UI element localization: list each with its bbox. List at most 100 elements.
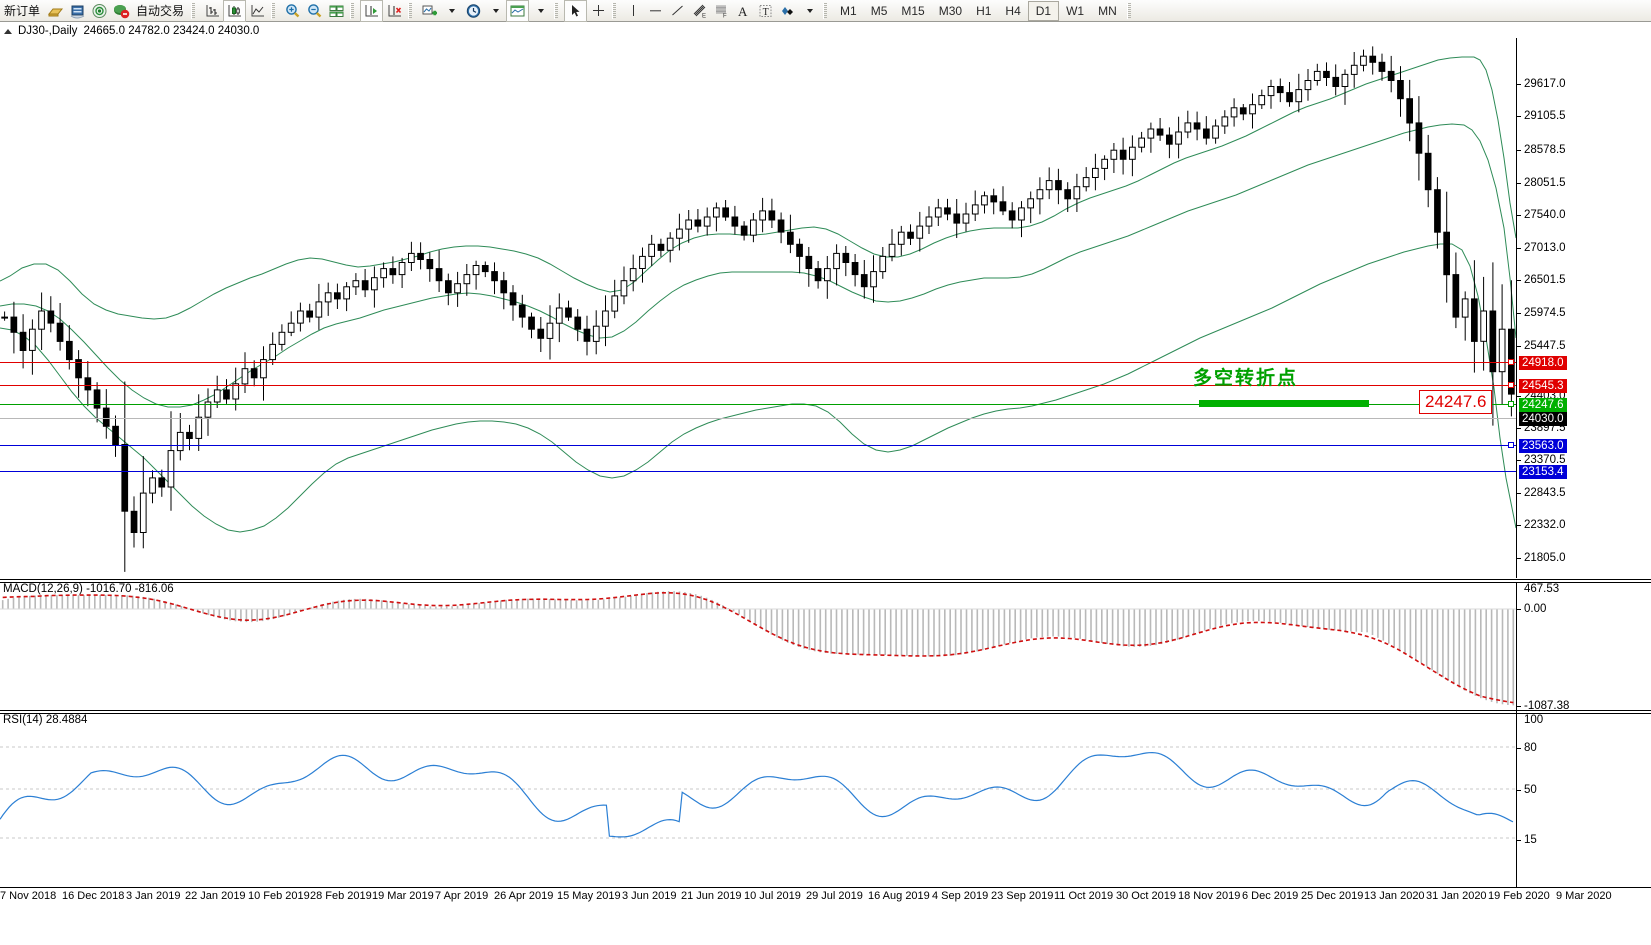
period-clock-icon[interactable] <box>462 0 484 22</box>
resistance-line-24918-handle[interactable] <box>1508 359 1514 365</box>
price-tick: 26501.5 <box>1517 274 1566 286</box>
horizontal-line-icon[interactable] <box>644 0 666 22</box>
timeframe-h1[interactable]: H1 <box>976 3 992 18</box>
vertical-line-icon[interactable] <box>622 0 644 22</box>
toolbar-separator <box>823 2 830 20</box>
support-line-23563-handle[interactable] <box>1508 442 1514 448</box>
timeframe-m5[interactable]: M5 <box>870 3 888 18</box>
price-tag-24918[interactable]: 24918.0 <box>1519 356 1567 370</box>
autotrading-icon[interactable] <box>110 0 132 22</box>
time-axis-label: 16 Aug 2019 <box>868 890 930 902</box>
turning-point-annotation[interactable]: 多空转折点 <box>1193 367 1299 389</box>
autotrading-label: 自动交易 <box>136 4 185 18</box>
price-tick: 28051.5 <box>1517 177 1566 189</box>
chevron-down-icon[interactable] <box>484 0 506 22</box>
time-axis-label: 13 Jan 2020 <box>1364 890 1425 902</box>
price-tag-23153[interactable]: 23153.4 <box>1519 465 1567 479</box>
pane-separator-2 <box>0 710 1651 711</box>
chart-area[interactable]: 多空转折点 24247.6 29617.0 29105.5 28578.5 28… <box>0 38 1651 945</box>
rsi-tick: 80 <box>1517 742 1537 754</box>
toolbar-separator <box>191 2 198 20</box>
crosshair-icon[interactable] <box>587 0 609 22</box>
text-label-icon[interactable]: A <box>732 0 754 22</box>
price-tag-24545[interactable]: 24545.3 <box>1519 379 1567 393</box>
equidistant-channel-icon[interactable]: E <box>688 0 710 22</box>
macd-tick: 0.00 <box>1517 603 1546 615</box>
timeframe-h4[interactable]: H4 <box>1005 3 1021 18</box>
support-line-23153[interactable] <box>0 471 1516 472</box>
price-tick: 22843.5 <box>1517 487 1566 499</box>
timeframe-m15[interactable]: M15 <box>901 3 925 18</box>
time-axis-label: 28 Feb 2019 <box>310 890 372 902</box>
timeframe-d1[interactable]: D1 <box>1027 0 1060 21</box>
timeframe-mn[interactable]: MN <box>1098 3 1117 18</box>
toolbar-separator <box>612 2 619 20</box>
new-order-label: 新订单 <box>4 4 41 18</box>
cursor-icon[interactable] <box>564 0 588 22</box>
chevron-down-icon[interactable] <box>440 0 462 22</box>
time-axis-label: 22 Jan 2019 <box>185 890 246 902</box>
chevron-down-icon[interactable] <box>798 0 820 22</box>
time-axis-label: 21 Jun 2019 <box>681 890 742 902</box>
chevron-down-icon[interactable] <box>529 0 551 22</box>
trendline-icon[interactable] <box>666 0 688 22</box>
pane-separator-1b <box>0 582 1651 583</box>
shapes-icon[interactable] <box>776 0 798 22</box>
fibonacci-icon[interactable]: F <box>710 0 732 22</box>
gold-bar-icon[interactable] <box>44 0 66 22</box>
toolbar-separator <box>408 2 415 20</box>
line-chart-icon[interactable] <box>246 0 268 22</box>
resistance-line-24545-handle[interactable] <box>1508 382 1514 388</box>
support-line-24247[interactable] <box>0 404 1516 405</box>
macd-tick: 467.53 <box>1524 583 1560 595</box>
price-tag-current-24030[interactable]: 24030.0 <box>1519 412 1567 426</box>
support-line-24247-handle[interactable] <box>1508 401 1514 407</box>
timeframe-w1[interactable]: W1 <box>1066 3 1085 18</box>
time-axis-label: 23 Sep 2019 <box>991 890 1054 902</box>
zoom-out-icon[interactable] <box>303 0 325 22</box>
time-axis-label: 10 Feb 2019 <box>248 890 310 902</box>
timeframe-m30[interactable]: M30 <box>938 3 963 18</box>
strategy-tester-icon[interactable] <box>360 0 384 22</box>
collapse-triangle-icon[interactable] <box>4 28 12 34</box>
candlestick-chart-icon[interactable] <box>223 0 247 22</box>
svg-text:F: F <box>723 13 727 19</box>
price-tick: 29105.5 <box>1517 110 1566 122</box>
macd-pane-label[interactable]: MACD(12,26,9) -1016.70 -816.06 <box>3 583 174 595</box>
signals-icon[interactable] <box>88 0 110 22</box>
rsi-scale: 100 80 50 15 <box>1516 714 1651 887</box>
price-pane[interactable]: 多空转折点 24247.6 <box>0 38 1516 578</box>
rsi-pane-label[interactable]: RSI(14) 28.4884 <box>3 714 88 726</box>
highlight-bar[interactable] <box>1199 400 1369 407</box>
candlestick-series <box>1 46 1515 572</box>
price-tag-24247[interactable]: 24247.6 <box>1519 398 1567 412</box>
macd-canvas <box>0 591 1516 706</box>
tile-windows-icon[interactable] <box>325 0 347 22</box>
timeframe-m1[interactable]: M1 <box>840 3 857 18</box>
time-axis[interactable]: 7 Nov 2018 16 Dec 2018 3 Jan 2019 22 Jan 20… <box>0 887 1612 905</box>
add-indicator-icon[interactable] <box>418 0 440 22</box>
rsi-tick: 50 <box>1517 784 1537 796</box>
macd-pane[interactable]: MACD(12,26,9) -1016.70 -816.06 <box>0 583 1516 733</box>
time-axis-label: 19 Feb 2020 <box>1488 890 1550 902</box>
autotrading-button[interactable]: 自动交易 <box>132 0 188 22</box>
time-axis-label: 19 Mar 2019 <box>372 890 434 902</box>
price-tag-23563[interactable]: 23563.0 <box>1519 439 1567 453</box>
svg-text:T: T <box>762 7 768 18</box>
data-window-icon[interactable] <box>66 0 88 22</box>
bar-chart-icon[interactable] <box>201 0 223 22</box>
rsi-pane[interactable]: RSI(14) 28.4884 <box>0 714 1516 887</box>
time-axis-label: 3 Jun 2019 <box>622 890 677 902</box>
macd-scale: 467.53 0.00 -1087.38 <box>1516 583 1651 733</box>
support-line-23563[interactable] <box>0 445 1516 446</box>
resistance-line-24545[interactable] <box>0 385 1516 386</box>
text-box-icon[interactable]: T <box>754 0 776 22</box>
axis-separator <box>0 887 1651 888</box>
templates-icon[interactable] <box>506 0 530 22</box>
new-order-button[interactable]: 新订单 <box>0 0 44 22</box>
indicator-delete-icon[interactable] <box>383 0 405 22</box>
price-scale[interactable]: 29617.0 29105.5 28578.5 28051.5 27540.0 … <box>1516 38 1651 595</box>
zoom-in-icon[interactable] <box>281 0 303 22</box>
price-callout-label[interactable]: 24247.6 <box>1419 390 1493 414</box>
resistance-line-24918[interactable] <box>0 362 1516 363</box>
